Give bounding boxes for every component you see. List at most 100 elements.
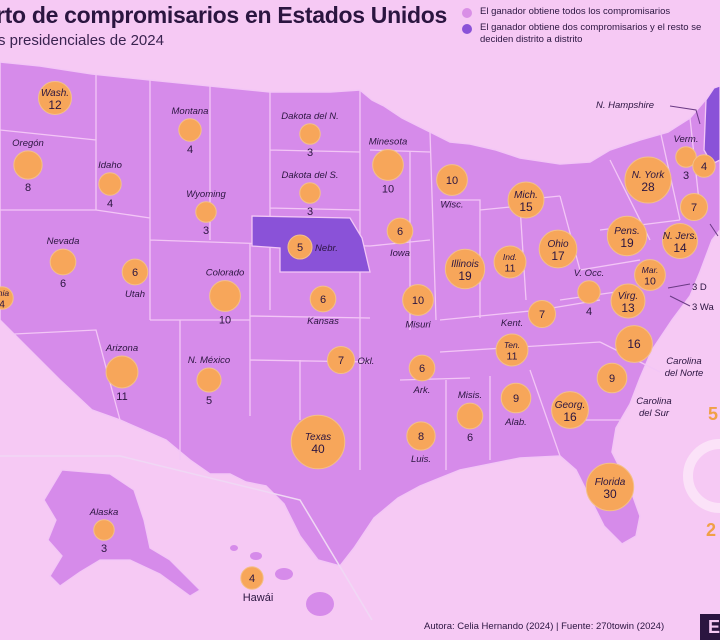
state-name: Misis.	[458, 390, 482, 401]
state-bubble	[610, 283, 646, 319]
maine-shape	[703, 85, 720, 165]
state-bubble	[49, 248, 77, 276]
state-name: Nevada	[47, 236, 80, 247]
state-bubble	[105, 355, 139, 389]
electoral-votes: 3	[203, 225, 209, 237]
state-bubble	[406, 421, 436, 451]
state-bubble	[309, 285, 337, 313]
electoral-votes: 3	[307, 206, 313, 218]
state-bubble	[585, 462, 635, 512]
state-bubble	[500, 382, 532, 414]
legend-item-all: El ganador obtiene todos los compromisar…	[462, 6, 720, 18]
brand-logo: E	[700, 614, 720, 640]
electoral-votes: 8	[25, 182, 31, 194]
state-name: Okl.	[358, 356, 375, 367]
electoral-votes: 6	[320, 294, 326, 306]
label-carolina-sur: Carolina del Sur	[636, 396, 672, 419]
state-bubble	[299, 123, 321, 145]
state-bubble	[386, 217, 414, 245]
state-bubble	[195, 201, 217, 223]
state-name: Ind.	[503, 252, 517, 262]
state-bubble	[634, 259, 666, 291]
state-bubble	[527, 299, 557, 329]
electoral-votes: 14	[673, 241, 687, 255]
electoral-votes: 3	[307, 147, 313, 159]
state-name: N. York	[632, 170, 666, 181]
state-bubble	[615, 325, 653, 363]
state-bubble	[93, 519, 115, 541]
state-name: Montana	[172, 106, 209, 117]
electoral-votes: 4	[187, 144, 193, 156]
electoral-votes: 4	[701, 161, 707, 173]
state-name: Iowa	[390, 248, 410, 259]
bubble-layer: Wash.12 Oregón 8 Idaho 4 Montana 4 Dakota del N…	[0, 81, 716, 604]
state-bubble	[240, 566, 264, 590]
state-bubble	[662, 223, 698, 259]
electoral-votes: 16	[627, 337, 641, 351]
state-name: Dakota del S.	[281, 170, 338, 181]
state-name: Florida	[595, 477, 626, 488]
electoral-votes: 7	[691, 202, 697, 214]
electoral-votes: 7	[338, 355, 344, 367]
state-name: Ten.	[504, 340, 520, 350]
state-name: Arizona	[105, 343, 138, 354]
state-name: Ohio	[547, 239, 569, 250]
state-name: Alab.	[504, 417, 527, 428]
electoral-votes: 13	[621, 301, 635, 315]
electoral-votes: 3	[683, 170, 689, 182]
state-name: Mar.	[642, 265, 659, 275]
state-bubble	[196, 367, 222, 393]
alaska-shape	[43, 469, 202, 597]
label-new-hampshire: N. Hampshire	[596, 100, 655, 111]
state-name: Mich.	[514, 190, 538, 201]
state-name: Hawái	[243, 592, 274, 604]
state-name: Georg.	[555, 400, 586, 411]
state-bubble	[290, 414, 346, 470]
legend-swatch-light	[462, 8, 472, 18]
electoral-votes: 6	[397, 226, 403, 238]
state-bubble	[38, 81, 72, 115]
electoral-votes: 19	[458, 269, 472, 283]
state-bubble	[577, 280, 601, 304]
state-bubble	[287, 234, 313, 260]
state-name: Dakota del N.	[281, 111, 339, 122]
state-name: Pens.	[614, 226, 640, 237]
electoral-votes: 6	[419, 363, 425, 375]
leader-lines	[667, 105, 719, 307]
state-name: Ark.	[413, 385, 431, 396]
state-bubble	[679, 192, 709, 222]
state-bubble	[326, 345, 356, 375]
state-bubble	[675, 146, 697, 168]
electoral-votes: 4	[249, 573, 255, 585]
page-title: rto de compromisarios en Estados Unidos	[0, 2, 447, 28]
state-bubble	[624, 156, 672, 204]
state-name: Wyoming	[186, 189, 226, 200]
state-name: N. México	[188, 355, 230, 366]
state-name: Idaho	[98, 160, 122, 171]
electoral-votes: 11	[505, 263, 516, 275]
electoral-votes: 4	[107, 198, 113, 210]
hawaii-shape	[230, 545, 334, 616]
electoral-votes: 6	[467, 432, 473, 444]
legend-item-split: El ganador obtiene dos compromisarios y …	[462, 22, 720, 46]
electoral-votes: 9	[609, 373, 615, 385]
state-bubble	[538, 229, 578, 269]
electoral-votes: 12	[48, 98, 62, 112]
electoral-votes: 30	[603, 487, 617, 501]
electoral-votes: 5	[206, 395, 212, 407]
state-bubble	[121, 258, 149, 286]
donut-fragment	[683, 439, 720, 513]
electoral-votes: 40	[311, 442, 325, 456]
state-name: Texas	[305, 432, 331, 443]
electoral-votes: 11	[507, 351, 518, 363]
label-delaware: 3 D	[692, 282, 707, 293]
state-bubble	[436, 164, 468, 196]
state-name: Virg.	[618, 291, 638, 302]
electoral-votes: 10	[219, 314, 231, 326]
state-bubble	[606, 215, 648, 257]
state-bubble	[495, 333, 529, 367]
state-bubble	[596, 362, 628, 394]
electoral-votes: 10	[382, 183, 394, 195]
state-name: Colorado	[206, 268, 245, 279]
